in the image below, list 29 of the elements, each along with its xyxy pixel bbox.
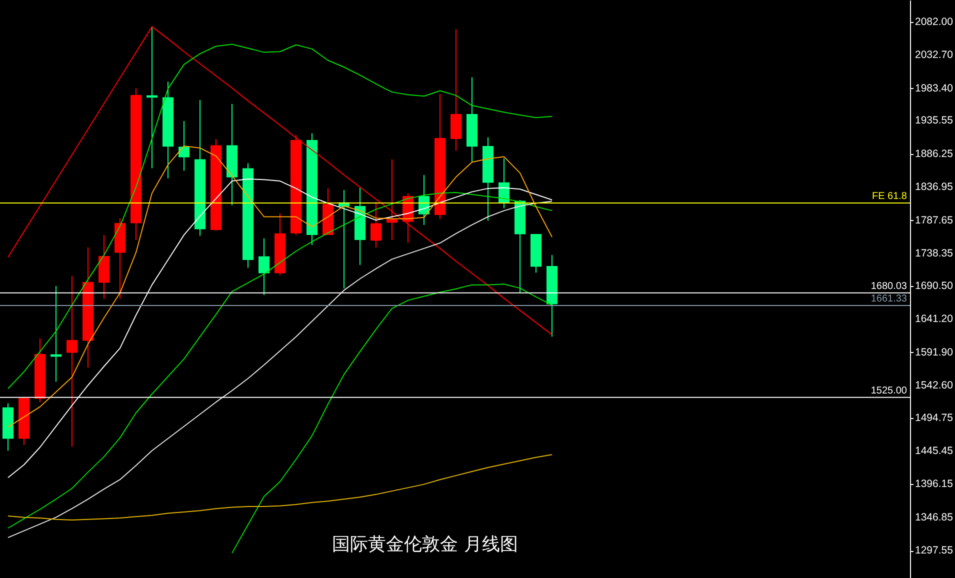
ref-line-label: 1661.33	[870, 293, 908, 304]
y-tick-label: 1690.50	[915, 280, 954, 292]
y-tick-label: 1886.25	[915, 148, 954, 160]
ref-line-label: 1680.03	[870, 280, 908, 292]
line-series	[8, 26, 552, 336]
line-series	[8, 44, 552, 390]
y-tick-label: 1346.85	[915, 511, 954, 524]
candlestick	[66, 275, 78, 448]
candlestick	[370, 201, 382, 248]
candlestick	[178, 120, 190, 172]
y-tick-label: 1641.20	[915, 313, 954, 326]
y-tick-label: 1591.90	[915, 346, 954, 358]
y-tick-label: 1445.45	[915, 444, 954, 457]
y-tick-label: 1396.15	[915, 478, 954, 490]
y-tick-label: 1787.65	[915, 214, 954, 226]
y-tick-label: 1297.55	[915, 544, 954, 557]
y-tick-label: 1542.60	[915, 380, 954, 392]
text: 国际黄金伦敦金 月线图	[332, 534, 518, 555]
y-tick-label: 1983.40	[915, 82, 954, 94]
y-tick-label: 1738.35	[915, 248, 954, 260]
y-tick-label: 1935.55	[915, 114, 954, 127]
line-series	[8, 454, 552, 521]
y-tick-label: 2082.00	[915, 16, 954, 28]
y-tick-label: 2032.70	[915, 49, 954, 62]
y-tick-label: 1494.75	[915, 412, 954, 424]
ref-line-label: FE 61.8	[872, 191, 908, 202]
ref-line-label: 1525.00	[870, 385, 908, 396]
candlestick	[258, 238, 270, 296]
y-tick-label: 1836.95	[915, 181, 954, 194]
